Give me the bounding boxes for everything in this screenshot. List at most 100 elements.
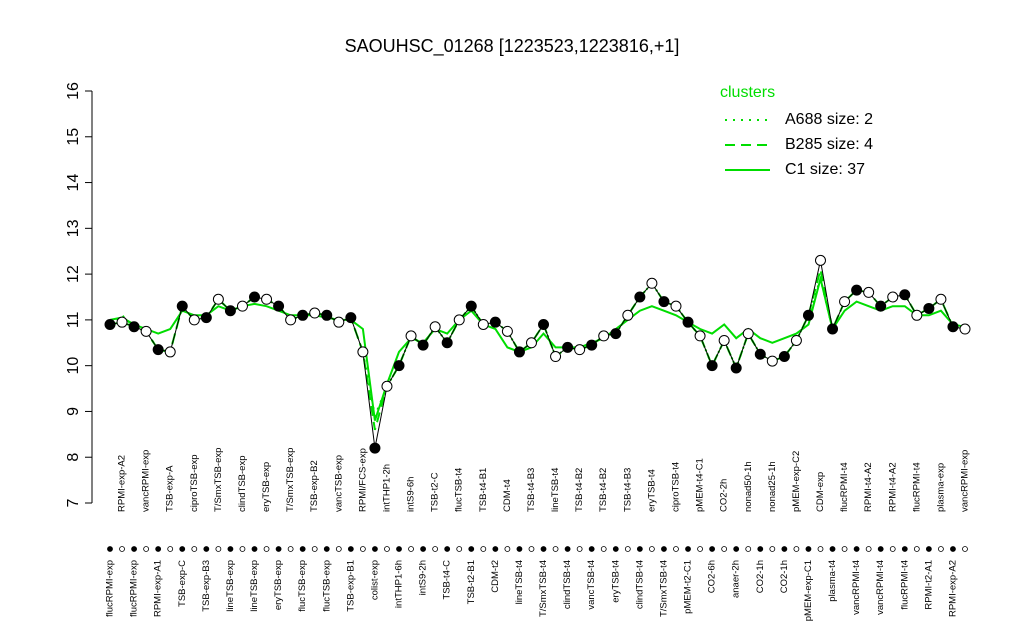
x-tick-label: CDM-t2 <box>490 560 501 593</box>
data-point <box>489 316 501 328</box>
x-tick-label: vancRPMI-exp <box>960 450 971 512</box>
strip-dot <box>877 546 884 552</box>
x-tick-label: flucTSB-t4 <box>454 468 465 512</box>
strip-dot <box>215 546 222 552</box>
strip-dot <box>600 546 607 552</box>
data-point <box>538 318 550 330</box>
x-tick-label: ciproTSB-t4 <box>671 462 682 512</box>
strip-dot <box>841 546 848 552</box>
x-tick-label: pMEM-exp-C1 <box>803 560 814 621</box>
strip-dot <box>227 546 234 552</box>
data-point <box>778 351 790 363</box>
x-tick-label: eryTSB-exp <box>261 462 272 512</box>
strip-dot <box>155 546 162 552</box>
x-tick-label: vancRPMI-t4 <box>875 560 886 615</box>
data-point <box>465 300 477 312</box>
x-tick-label: intS9-6h <box>406 477 417 512</box>
strip-dot <box>347 546 354 552</box>
strip-dot <box>564 546 571 552</box>
strip-dot <box>335 546 342 552</box>
y-tick-label: 8 <box>65 453 82 462</box>
x-tick-label: CO2-6h <box>707 560 718 593</box>
data-point <box>694 330 706 342</box>
strip-dot <box>781 546 788 552</box>
strip-dot <box>853 546 860 552</box>
data-point <box>513 346 525 358</box>
strip-dot <box>107 546 113 552</box>
x-tick-label: CO2-2h <box>719 479 730 512</box>
strip-dot <box>793 546 800 552</box>
data-point <box>261 293 273 305</box>
x-tick-label: lineTSB-t4 <box>514 560 525 604</box>
x-tick-label: eryTSB-t4 <box>646 469 657 512</box>
data-point <box>393 360 405 372</box>
data-line <box>109 260 966 449</box>
strip-dot <box>444 546 451 552</box>
x-tick-label: TSB-t4-B3 <box>622 468 633 512</box>
x-tick-label: pMEM-exp-C2 <box>791 451 802 512</box>
x-tick-label: RPMI-t4-A2 <box>887 462 898 512</box>
data-point <box>321 309 333 321</box>
strip-dot <box>697 546 703 552</box>
x-tick-label: plasma-t4 <box>827 560 838 602</box>
x-tick-label: pMEM-t2-C1 <box>683 560 694 614</box>
strip-dot <box>263 546 270 552</box>
data-point <box>682 316 694 328</box>
data-point <box>562 341 574 353</box>
x-tick-label: TSB-exp-B1 <box>345 560 356 612</box>
data-point <box>224 305 236 317</box>
data-point <box>104 318 116 330</box>
data-point <box>598 330 610 342</box>
data-point <box>574 344 586 356</box>
strip-dot <box>576 546 583 552</box>
data-point <box>333 316 345 328</box>
x-tick-label: clindTSB-t4 <box>634 560 645 609</box>
x-tick-label: T/SmxTSB-t4 <box>658 560 669 617</box>
x-tick-label: flucRPMI-t4 <box>899 560 910 610</box>
x-tick-label: flucTSB-exp <box>297 560 308 612</box>
strip-dot <box>901 546 908 552</box>
x-tick-label: clindTSB-t4 <box>562 560 573 609</box>
x-tick-label: vancRPMI-t4 <box>851 560 862 615</box>
data-point <box>357 346 369 358</box>
x-tick-label: TSB-t2-B1 <box>466 560 477 604</box>
strip-dot <box>420 546 426 552</box>
x-tick-label: eryTSB-exp <box>273 560 284 610</box>
strip-dot <box>468 546 475 552</box>
strip-dot <box>709 546 716 552</box>
x-tick-label: RPMI-exp-A1 <box>153 560 164 617</box>
data-point <box>501 325 513 337</box>
data-point <box>176 300 188 312</box>
strip-dot <box>143 546 150 552</box>
chart-title: SAOUHSC_01268 [1223523,1223816,+1] <box>345 36 680 57</box>
strip-dot <box>829 546 836 552</box>
strip-dot <box>673 546 679 552</box>
strip-dot <box>588 546 595 552</box>
strip-dot <box>251 546 258 552</box>
data-point <box>851 284 863 296</box>
data-point <box>742 328 754 340</box>
strip-dot <box>456 546 463 552</box>
x-tick-label: flucRPMI-exp <box>105 560 116 617</box>
data-point <box>790 334 802 346</box>
x-tick-label: vancRPMI-exp <box>141 450 152 512</box>
x-tick-label: nonad50-1h <box>743 461 754 512</box>
x-tick-label: nonad25-1h <box>767 461 778 512</box>
data-point <box>285 314 297 326</box>
data-point <box>297 309 309 321</box>
data-point <box>525 337 537 349</box>
data-point <box>730 362 742 374</box>
data-point <box>550 351 562 363</box>
x-tick-label: RPMI-t2-A1 <box>923 560 934 610</box>
strip-dot <box>528 546 535 552</box>
x-tick-label: intTHP1-6h <box>394 560 405 608</box>
x-tick-label: TSB-t4-B2 <box>574 468 585 512</box>
x-tick-label: intS9-2h <box>418 560 429 595</box>
strip-dot <box>769 546 776 552</box>
x-tick-label: TSB-t4-B3 <box>526 468 537 512</box>
legend-title: clusters <box>720 84 775 101</box>
strip-dot <box>492 546 499 552</box>
data-point <box>309 307 321 319</box>
x-tick-label: TSB-t4-B2 <box>598 468 609 512</box>
y-tick-label: 9 <box>65 407 82 416</box>
